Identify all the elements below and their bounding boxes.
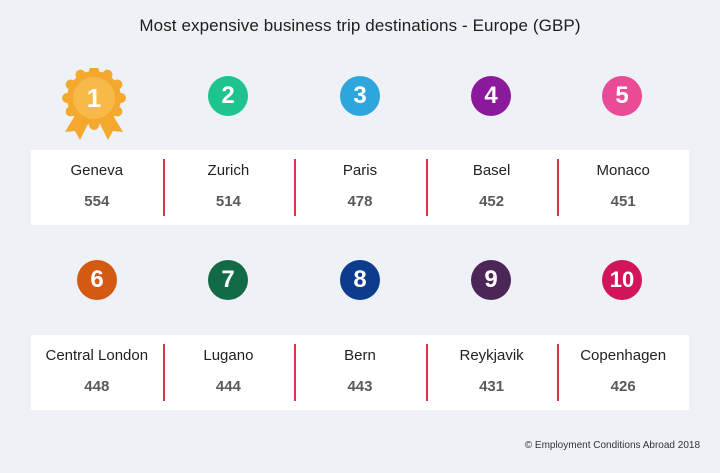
rank-badge-4: 4 — [471, 76, 511, 116]
rank-badge-6: 6 — [77, 260, 117, 300]
city-name: Lugano — [203, 347, 254, 364]
ranking-cell: Monaco 451 — [557, 150, 689, 225]
page-title: Most expensive business trip destination… — [139, 16, 581, 35]
rank-number: 1 — [86, 82, 102, 113]
cost-value: 478 — [347, 193, 373, 210]
ranking-cell: Paris 478 — [294, 150, 426, 225]
rank-badge-2: 2 — [208, 76, 248, 116]
ranking-strip-1: Geneva 554 Zurich 514 Paris 478 Basel 45… — [31, 150, 689, 225]
cost-value: 554 — [84, 193, 110, 210]
city-name: Monaco — [596, 162, 650, 179]
rank-badge-5: 5 — [602, 76, 642, 116]
ranking-cell: Basel 452 — [425, 150, 558, 225]
city-name: Geneva — [70, 162, 124, 179]
city-name: Bern — [344, 347, 376, 364]
ranking-cell: Geneva 554 — [31, 150, 163, 225]
cost-value: 426 — [610, 378, 636, 395]
rank-badge-10: 10 — [602, 260, 642, 300]
ranking-cell: Central London 448 — [31, 335, 163, 410]
city-name: Copenhagen — [580, 347, 667, 364]
city-name: Basel — [472, 162, 511, 179]
ranking-cell: Copenhagen 426 — [557, 335, 689, 410]
city-name: Zurich — [207, 162, 250, 179]
cost-value: 514 — [215, 193, 241, 210]
ranking-cell: Zurich 514 — [162, 150, 295, 225]
ranking-strip-2: Central London 448 Lugano 444 Bern 443 R… — [31, 335, 689, 410]
city-name: Paris — [342, 162, 378, 179]
city-name: Central London — [45, 347, 149, 364]
cost-value: 443 — [347, 378, 373, 395]
cost-value: 448 — [84, 378, 110, 395]
rank-badge-7: 7 — [208, 260, 248, 300]
ranking-cell: Lugano 444 — [162, 335, 295, 410]
cost-value: 444 — [215, 378, 241, 395]
gold-medal-icon: 1 — [62, 68, 143, 150]
copyright-footer: © Employment Conditions Abroad 2018 — [524, 440, 700, 451]
cost-value: 431 — [479, 378, 505, 395]
rank-badge-8: 8 — [340, 260, 380, 300]
ranking-cell: Bern 443 — [294, 335, 426, 410]
ranking-cell: Reykjavik 431 — [425, 335, 558, 410]
rank-badge-3: 3 — [340, 76, 380, 116]
city-name: Reykjavik — [459, 347, 524, 364]
cost-value: 451 — [610, 193, 636, 210]
rank-badge-9: 9 — [471, 260, 511, 300]
cost-value: 452 — [479, 193, 505, 210]
